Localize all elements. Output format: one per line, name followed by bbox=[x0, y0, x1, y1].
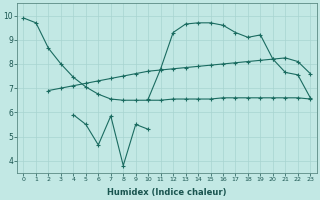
X-axis label: Humidex (Indice chaleur): Humidex (Indice chaleur) bbox=[107, 188, 227, 197]
